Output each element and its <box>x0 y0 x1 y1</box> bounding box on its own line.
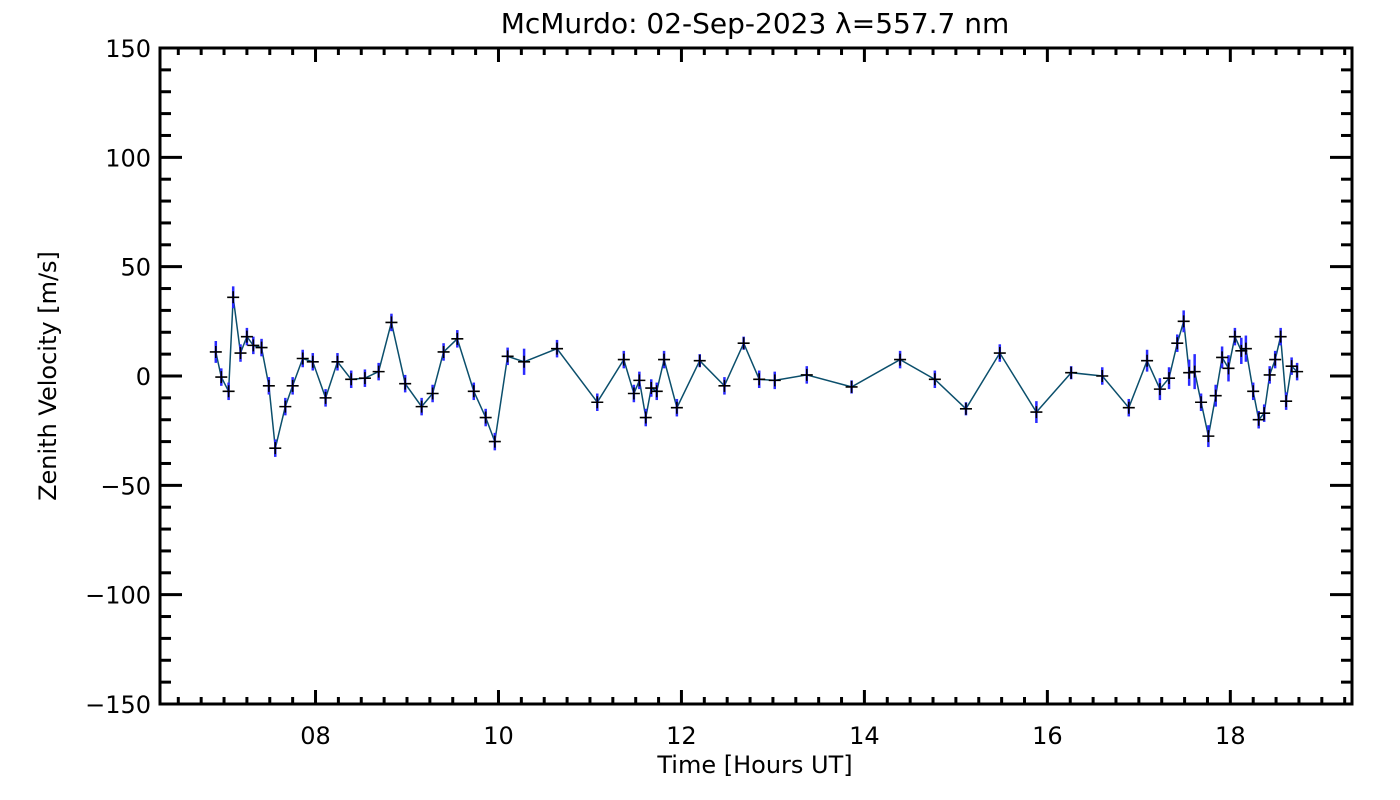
data-point-marker <box>1163 372 1176 385</box>
data-point-marker <box>319 391 332 404</box>
x-tick-label: 10 <box>483 722 514 750</box>
data-point-marker <box>617 353 630 366</box>
x-tick-label: 12 <box>666 722 697 750</box>
x-tick-label: 08 <box>300 722 331 750</box>
data-point-marker <box>1122 401 1135 414</box>
data-point-marker <box>1258 407 1271 420</box>
axes <box>160 46 1352 706</box>
x-tick-label: 14 <box>849 722 880 750</box>
data-point-marker <box>718 379 731 392</box>
data-point-marker <box>1209 389 1222 402</box>
data-point-marker <box>269 442 282 455</box>
data-point-marker <box>501 350 514 363</box>
data-point-marker <box>1228 330 1241 343</box>
y-tick-label: 150 <box>105 35 151 63</box>
data-point-marker <box>1030 406 1043 419</box>
data-point-marker <box>358 372 371 385</box>
data-point-marker <box>633 374 646 387</box>
data-point-marker <box>1274 330 1287 343</box>
data-point-marker <box>1153 383 1166 396</box>
y-tick-label: 0 <box>136 363 151 391</box>
data-point-marker <box>518 355 531 368</box>
data-point-marker <box>645 382 658 395</box>
data-point-marker <box>1269 353 1282 366</box>
y-tick-label: −100 <box>85 582 151 610</box>
data-point-marker <box>768 374 781 387</box>
data-point-marker <box>222 385 235 398</box>
data-series <box>209 286 1304 457</box>
data-point-marker <box>959 402 972 415</box>
data-point-marker <box>286 379 299 392</box>
data-point-marker <box>928 373 941 386</box>
y-tick-label: −150 <box>85 691 151 719</box>
data-point-marker <box>385 316 398 329</box>
data-point-marker <box>658 353 671 366</box>
x-tick-label: 16 <box>1032 722 1063 750</box>
data-point-marker <box>845 380 858 393</box>
data-point-marker <box>331 355 344 368</box>
data-point-marker <box>1195 396 1208 409</box>
data-point-marker <box>234 347 247 360</box>
data-point-marker <box>1285 360 1298 373</box>
data-point-marker <box>993 347 1006 360</box>
data-point-marker <box>650 385 663 398</box>
data-point-marker <box>1065 366 1078 379</box>
data-point-marker <box>1141 354 1154 367</box>
data-point-marker <box>693 354 706 367</box>
data-point-marker <box>1263 368 1276 381</box>
data-point-marker <box>247 339 260 352</box>
chart-title: McMurdo: 02-Sep-2023 λ=557.7 nm <box>501 7 1010 40</box>
x-axis-label: Time [Hours UT] <box>656 751 852 779</box>
y-tick-label: 50 <box>120 254 151 282</box>
data-point-marker <box>227 291 240 304</box>
data-point-marker <box>639 411 652 424</box>
data-point-marker <box>451 332 464 345</box>
data-point-marker <box>399 377 412 390</box>
y-tick-label: 100 <box>105 144 151 172</box>
y-tick-label: −50 <box>100 472 151 500</box>
data-point-marker <box>1247 385 1260 398</box>
data-point-marker <box>255 341 268 354</box>
x-tick-label: 18 <box>1215 722 1246 750</box>
data-point-marker <box>215 371 228 384</box>
data-point-marker <box>415 400 428 413</box>
data-point-marker <box>345 373 358 386</box>
plot-frame <box>158 46 1354 706</box>
data-point-marker <box>1096 370 1109 382</box>
data-point-marker <box>372 365 385 378</box>
data-point-marker <box>479 411 492 424</box>
data-point-marker <box>209 345 222 358</box>
data-point-marker <box>627 387 640 400</box>
data-point-marker <box>306 355 319 368</box>
data-point-marker <box>894 353 907 366</box>
y-axis-label: Zenith Velocity [m/s] <box>34 251 62 501</box>
data-point-marker <box>1202 430 1215 443</box>
data-point-marker <box>467 385 480 398</box>
data-point-marker <box>551 342 564 355</box>
tick-labels: 08 10 12 14 16 18 150 100 50 0 −50 −100 −150 <box>85 35 1246 750</box>
data-point-marker <box>1171 337 1184 350</box>
data-point-marker <box>737 337 750 350</box>
data-point-marker <box>279 400 292 413</box>
data-point-marker <box>240 330 253 343</box>
data-point-marker <box>1183 366 1196 379</box>
data-point-marker <box>1216 351 1229 364</box>
data-point-marker <box>1222 362 1235 375</box>
data-point-marker <box>437 345 450 358</box>
data-point-marker <box>800 368 813 381</box>
data-point-marker <box>670 401 683 414</box>
data-point-marker <box>1239 342 1252 355</box>
data-point-marker <box>1188 365 1201 378</box>
data-point-marker <box>262 379 275 392</box>
data-point-marker <box>753 373 766 386</box>
data-point-marker <box>1291 365 1304 378</box>
data-point-marker <box>296 352 309 365</box>
data-point-marker <box>1280 395 1293 408</box>
data-point-marker <box>426 387 439 400</box>
data-point-marker <box>488 435 501 448</box>
data-point-marker <box>1177 315 1190 328</box>
data-point-marker <box>591 396 604 409</box>
data-point-marker <box>1252 413 1265 426</box>
